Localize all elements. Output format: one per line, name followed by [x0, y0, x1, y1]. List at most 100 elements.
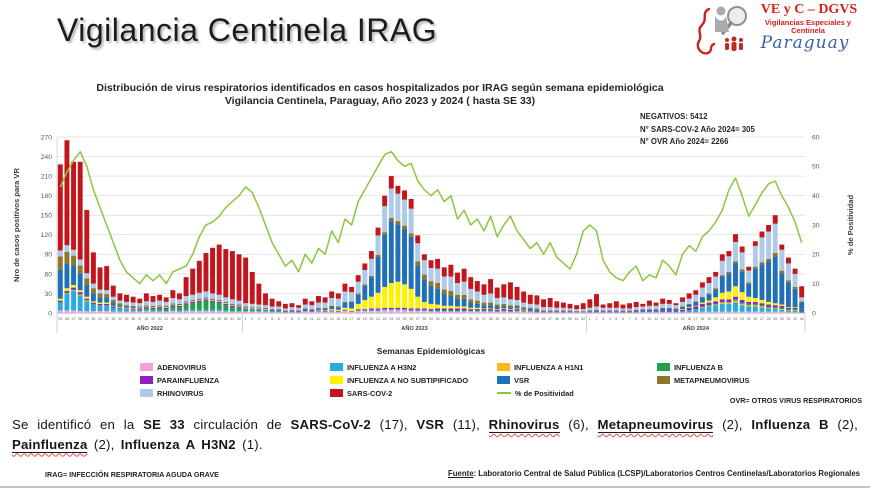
bar-segment — [282, 312, 288, 313]
page-title: Vigilancia Centinela IRAG — [57, 12, 438, 48]
bar-segment — [719, 275, 725, 277]
week-label: 36 — [475, 317, 479, 321]
week-label: 18 — [700, 317, 704, 321]
bar-segment — [560, 307, 566, 311]
bar-segment — [276, 309, 282, 310]
week-label: 23 — [389, 317, 393, 321]
left-axis-tick: 90 — [44, 252, 52, 259]
bar-segment — [554, 301, 560, 308]
bar-segment — [263, 311, 268, 312]
bar-segment — [395, 221, 401, 225]
bar-segment — [170, 303, 176, 304]
bar-segment — [719, 311, 725, 313]
bar-segment — [713, 305, 719, 312]
bar-segment — [474, 303, 480, 308]
bar-segment — [792, 312, 798, 313]
right-axis-tick: 50 — [812, 164, 820, 171]
bar-segment — [514, 311, 520, 313]
bar-segment — [256, 307, 262, 309]
bar-segment — [90, 302, 96, 304]
bar-segment — [150, 309, 156, 311]
bar-segment — [236, 306, 242, 308]
bar-segment — [130, 309, 136, 311]
bar-segment — [408, 208, 414, 234]
bar-segment — [64, 288, 70, 291]
bar-segment — [355, 294, 361, 304]
bar-segment — [329, 298, 335, 306]
bar-segment — [474, 307, 480, 310]
chart-title-line1: Distribución de virus respiratorios iden… — [96, 82, 664, 94]
bar-segment — [269, 310, 275, 312]
bar-segment — [57, 301, 63, 303]
legend-label: METAPNEUMOVIRUS — [674, 375, 750, 385]
bar-segment — [368, 277, 374, 297]
bar-segment — [130, 305, 136, 308]
bar-segment — [441, 276, 447, 290]
week-label: 39 — [495, 317, 499, 321]
bar-segment — [183, 311, 189, 313]
bar-segment — [276, 301, 282, 307]
bar-segment — [699, 282, 705, 288]
bar-segment — [296, 311, 302, 312]
bar-segment — [501, 305, 507, 309]
bar-segment — [739, 302, 745, 304]
bar-segment — [382, 309, 388, 310]
bar-segment — [521, 311, 527, 313]
bar-segment — [355, 281, 361, 294]
left-axis-tick: 180 — [41, 193, 53, 200]
week-label: 28 — [767, 317, 771, 321]
bar-segment — [177, 303, 182, 305]
bar-segment — [97, 305, 103, 306]
week-label: 2 — [596, 317, 598, 321]
week-label: 36 — [131, 317, 135, 321]
bar-segment — [699, 296, 705, 298]
bar-segment — [699, 303, 705, 307]
week-label: 4 — [265, 317, 267, 321]
bar-segment — [183, 296, 189, 302]
bar-segment — [71, 290, 77, 291]
bar-segment — [494, 287, 500, 299]
bar-segment — [567, 308, 573, 311]
bar-segment — [110, 285, 116, 297]
bar-segment — [362, 269, 368, 285]
bar-segment — [216, 303, 222, 310]
bar-segment — [739, 271, 745, 293]
bar-segment — [713, 311, 719, 313]
bar-segment — [84, 300, 90, 302]
bar-segment — [124, 305, 129, 307]
legend-label: RHINOVIRUS — [157, 388, 204, 398]
bar-segment — [382, 310, 388, 313]
bar-segment — [183, 302, 189, 304]
bar-segment — [203, 298, 209, 300]
bar-segment — [223, 311, 229, 313]
bar-segment — [468, 302, 474, 308]
bar-segment — [699, 307, 705, 308]
bar-segment — [71, 161, 77, 250]
bar-segment — [276, 312, 282, 313]
legend-label: VSR — [514, 375, 530, 385]
bar-segment — [759, 311, 765, 313]
bar-segment — [190, 311, 196, 313]
bar-segment — [329, 310, 335, 312]
bar-segment — [402, 284, 407, 308]
org-logo: VE y C – DGVS Vigilancias Especiales y C… — [693, 2, 865, 64]
bar-segment — [408, 310, 414, 312]
bar-segment — [236, 254, 242, 301]
bar-segment — [541, 311, 546, 312]
week-label: 32 — [449, 317, 453, 321]
bar-segment — [415, 265, 421, 297]
right-axis-tick: 30 — [812, 222, 820, 229]
left-axis-tick: 30 — [44, 291, 52, 298]
week-label: 3 — [258, 317, 260, 321]
bar-segment — [613, 311, 619, 313]
bar-segment — [554, 311, 560, 313]
bar-segment — [501, 297, 507, 304]
week-label: 11 — [310, 317, 314, 321]
week-label: 13 — [667, 317, 671, 321]
bar-segment — [77, 273, 83, 291]
bar-segment — [494, 306, 500, 310]
week-label: 9 — [642, 317, 644, 321]
bar-segment — [170, 309, 176, 312]
week-label: 43 — [522, 317, 526, 321]
week-label: 13 — [323, 317, 327, 321]
